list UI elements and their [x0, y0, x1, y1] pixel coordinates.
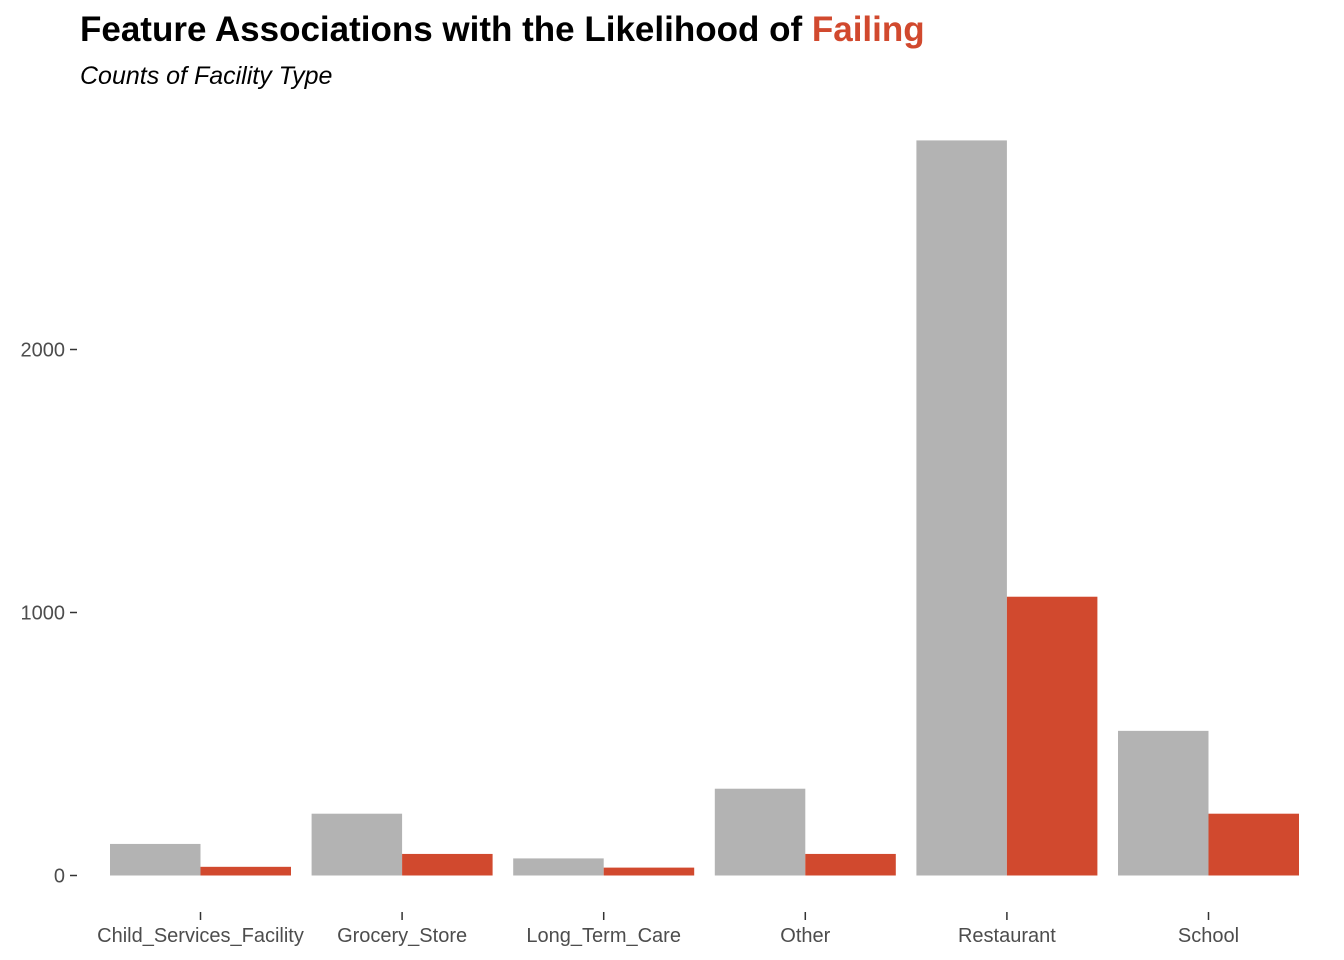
x-tick-label: Child_Services_Facility [97, 925, 304, 947]
chart-title: Feature Associations with the Likelihood… [80, 10, 925, 50]
chart-title-prefix: Feature Associations with the Likelihood… [80, 10, 812, 49]
y-tick-label: 2000 [21, 340, 66, 362]
bar-child-services-facility-series-1 [110, 843, 201, 876]
bar-child-services-facility-series-2 [200, 866, 291, 876]
bar-school-series-2 [1208, 813, 1299, 876]
bar-school-series-1 [1118, 730, 1209, 876]
x-tick-label: Grocery_Store [337, 925, 467, 947]
x-tick-label: Long_Term_Care [526, 925, 681, 947]
bar-grocery-store-series-2 [402, 853, 493, 876]
chart-subtitle: Counts of Facility Type [80, 62, 333, 90]
x-tick-label: Restaurant [958, 925, 1056, 947]
chart-title-highlight: Failing [811, 10, 925, 49]
bar-restaurant-series-1 [916, 140, 1007, 876]
y-tick-label: 1000 [21, 603, 66, 625]
bar-grocery-store-series-1 [311, 813, 403, 876]
bar-long-term-care-series-1 [513, 858, 604, 876]
x-tick-label: School [1178, 925, 1239, 947]
bar-other-series-1 [714, 788, 806, 876]
x-tick-label: Other [780, 925, 830, 947]
bar-restaurant-series-2 [1006, 596, 1098, 876]
y-tick-label: 0 [54, 866, 65, 888]
bar-other-series-2 [805, 853, 896, 876]
bar-long-term-care-series-2 [603, 867, 695, 876]
